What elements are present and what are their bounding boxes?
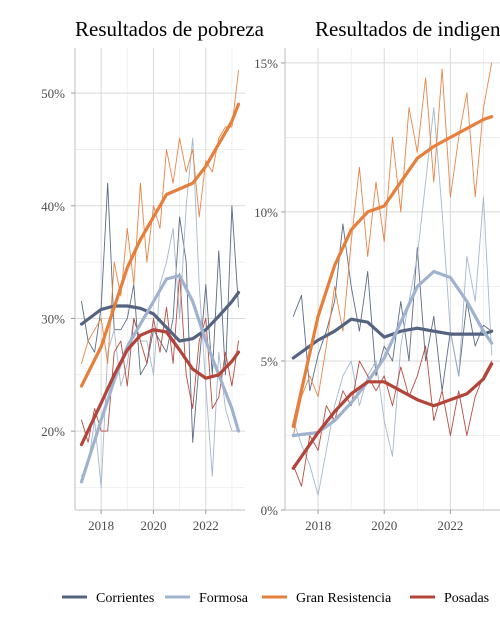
y-tick-label: 50% — [41, 86, 65, 101]
x-tick-label: 2022 — [437, 518, 463, 533]
y-tick-label: 20% — [41, 424, 65, 439]
series-raw-gran-resistencia — [292, 62, 493, 436]
x-tick-label: 2018 — [305, 518, 331, 533]
series-smooth-corrientes — [291, 317, 494, 360]
series-group — [291, 62, 494, 496]
panel-title: Resultados de pobreza — [75, 17, 265, 41]
legend-label-gran-resistencia: Gran Resistencia — [296, 591, 392, 606]
panel-title: Resultados de indigencia — [315, 17, 500, 41]
series-group — [79, 70, 241, 488]
series-smooth-gran-resistencia — [291, 114, 494, 429]
y-tick-label: 10% — [254, 205, 278, 220]
y-tick-label: 5% — [261, 354, 279, 369]
x-tick-label: 2020 — [140, 518, 166, 533]
panel-1: Resultados de pobreza 20% 30% 40% 50% 2018 202… — [41, 17, 264, 533]
series-raw-corrientes — [81, 182, 239, 443]
y-tick-label: 30% — [41, 311, 65, 326]
series-smooth-formosa — [79, 274, 241, 484]
y-tick-label: 0% — [261, 503, 279, 518]
x-tick-label: 2020 — [371, 518, 397, 533]
series-raw-formosa — [292, 107, 493, 496]
series-smooth-posadas — [291, 362, 494, 470]
y-tick-label: 15% — [254, 56, 278, 71]
series-raw-gran-resistencia — [81, 70, 239, 364]
legend-label-formosa: Formosa — [199, 591, 249, 606]
x-tick-label: 2022 — [193, 518, 219, 533]
series-raw-posadas — [292, 345, 493, 487]
y-tick-label: 40% — [41, 199, 65, 214]
legend-label-corrientes: Corrientes — [96, 591, 154, 606]
series-raw-formosa — [81, 137, 239, 488]
x-tick-label: 2018 — [88, 518, 114, 533]
series-smooth-formosa — [291, 269, 494, 438]
series-smooth-posadas — [79, 328, 241, 447]
series-smooth-gran-resistencia — [79, 102, 241, 388]
legend-label-posadas: Posadas — [444, 591, 489, 606]
legend: Corrientes Formosa Gran Resistencia Posadas — [62, 591, 489, 606]
panel-2: Resultados de indigencia 0% 5% 10% 15% 2018 20… — [254, 17, 500, 533]
series-raw-posadas — [81, 272, 239, 443]
